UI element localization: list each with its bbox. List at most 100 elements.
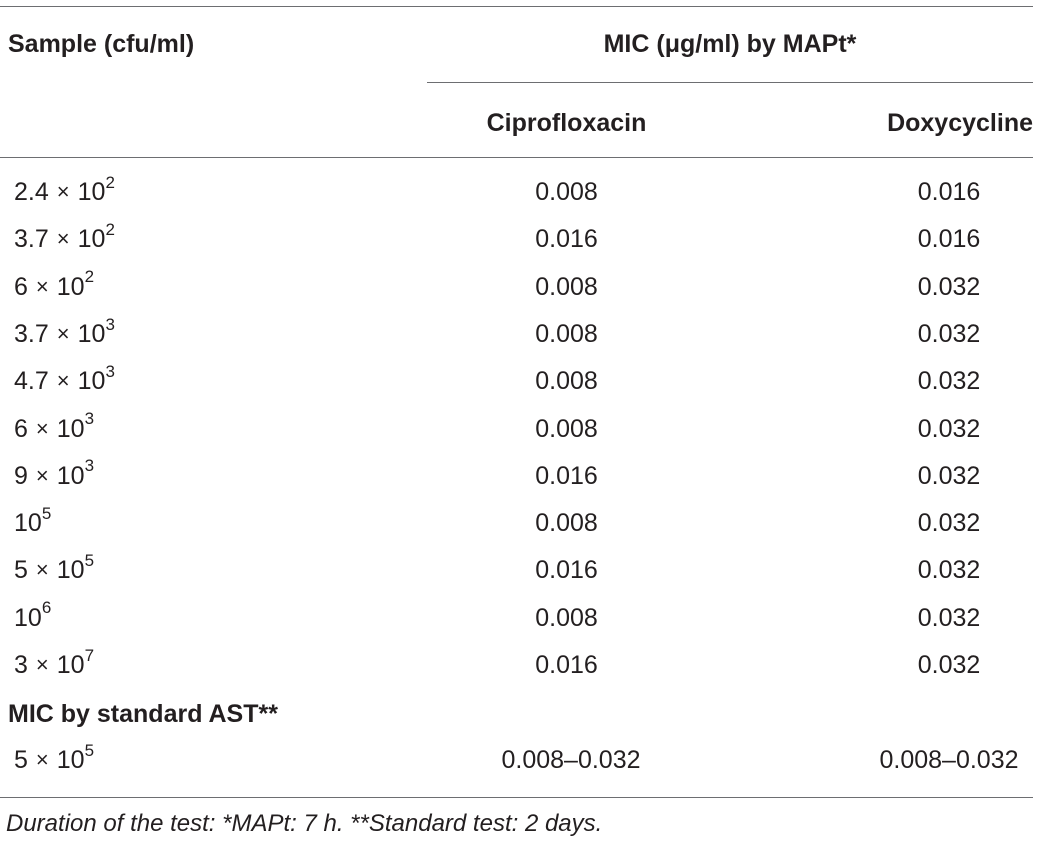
doxy-cell: 0.008–0.032 [879, 746, 1019, 774]
table-row: 105 0.008 0.032 [0, 505, 1039, 556]
times-sign: × [35, 652, 49, 677]
times-sign: × [35, 415, 49, 441]
sample-cell: 2.4 × 102 [14, 174, 115, 207]
times-sign: × [35, 273, 49, 299]
sample-mantissa: 6 [14, 272, 28, 301]
doxy-cell: 0.016 [917, 178, 981, 206]
sample-base: 10 [56, 651, 85, 679]
sample-mantissa: 5 [14, 746, 28, 774]
sample-exponent: 3 [105, 361, 115, 381]
table-row: 106 0.008 0.032 [0, 599, 1039, 651]
sample-exponent: 3 [105, 314, 115, 334]
sample-mantissa: 3.7 [14, 225, 49, 254]
cipro-cell: 0.008 [535, 178, 598, 206]
sample-base: 10 [77, 367, 106, 396]
times-sign: × [56, 320, 70, 346]
table-bottom-rule [0, 797, 1033, 798]
table-footnote: Duration of the test: *MAPt: 7 h. **Stan… [6, 810, 603, 837]
doxy-cell: 0.032 [917, 651, 981, 679]
doxy-cell: 0.032 [917, 556, 981, 585]
doxy-cell: 0.016 [917, 225, 981, 254]
cipro-cell: 0.008 [535, 414, 598, 443]
header-group-rule [427, 82, 1033, 83]
sample-base: 10 [56, 272, 85, 301]
table-row: 9 × 103 0.016 0.032 [0, 457, 1039, 509]
table-row: 6 × 103 0.008 0.032 [0, 410, 1039, 462]
sample-base: 10 [56, 414, 85, 443]
table-row: 2.4 × 102 0.008 0.016 [0, 174, 1039, 225]
header-ciprofloxacin: Ciprofloxacin [486, 109, 647, 137]
sample-base: 10 [77, 319, 106, 348]
sample-exponent: 7 [84, 645, 95, 665]
sample-base: 10 [14, 509, 42, 538]
sample-exponent: 5 [84, 551, 95, 571]
sample-cell: 9 × 103 [14, 457, 94, 491]
sample-mantissa: 4.7 [14, 367, 49, 396]
header-doxycycline: Doxycycline [887, 109, 1033, 137]
cipro-cell: 0.016 [535, 556, 598, 585]
sample-exponent: 5 [41, 503, 52, 523]
times-sign: × [35, 747, 49, 772]
sample-exponent: 3 [84, 456, 95, 476]
sample-base: 10 [56, 461, 85, 490]
sample-mantissa: 6 [14, 414, 28, 443]
table-row-standard: 5 × 105 0.008–0.032 0.008–0.032 [0, 742, 1039, 793]
sample-exponent: 3 [84, 409, 95, 429]
sample-cell: 4.7 × 103 [14, 363, 115, 396]
table-row: 5 × 105 0.016 0.032 [0, 552, 1039, 603]
cipro-cell: 0.008 [535, 272, 598, 301]
sample-mantissa: 5 [14, 556, 28, 585]
sample-cell: 3.7 × 103 [14, 316, 115, 349]
doxy-cell: 0.032 [917, 272, 981, 301]
doxy-cell: 0.032 [917, 367, 981, 396]
sample-cell: 6 × 103 [14, 410, 94, 444]
sample-cell: 106 [14, 599, 51, 633]
doxy-cell: 0.032 [917, 319, 981, 348]
sample-mantissa: 9 [14, 461, 28, 490]
sample-exponent: 6 [41, 598, 52, 618]
cipro-cell: 0.016 [535, 225, 598, 254]
doxy-cell: 0.032 [917, 509, 981, 538]
times-sign: × [56, 368, 70, 394]
doxy-cell: 0.032 [917, 603, 981, 632]
sample-base: 10 [56, 746, 85, 774]
sample-cell: 5 × 105 [14, 742, 94, 775]
times-sign: × [56, 179, 70, 204]
times-sign: × [35, 557, 49, 583]
sample-base: 10 [77, 178, 106, 206]
cipro-cell: 0.008 [535, 319, 598, 348]
times-sign: × [35, 462, 49, 488]
sample-cell: 3.7 × 102 [14, 221, 115, 254]
header-sample: Sample (cfu/ml) [8, 30, 195, 58]
doxy-cell: 0.032 [917, 414, 981, 443]
sample-cell: 3 × 107 [14, 647, 94, 680]
sample-base: 10 [77, 225, 106, 254]
times-sign: × [56, 226, 70, 252]
sample-exponent: 5 [84, 740, 95, 760]
cipro-cell: 0.016 [535, 651, 598, 679]
sample-mantissa: 3 [14, 651, 28, 679]
sample-base: 10 [56, 556, 85, 585]
cipro-cell: 0.008 [535, 367, 598, 396]
sample-cell: 105 [14, 505, 51, 538]
sample-mantissa: 2.4 [14, 178, 49, 206]
sample-cell: 6 × 102 [14, 268, 94, 302]
table-row: 3.7 × 103 0.008 0.032 [0, 316, 1039, 367]
table-top-rule [0, 6, 1033, 7]
cipro-cell: 0.008 [535, 603, 598, 632]
sample-exponent: 2 [105, 172, 115, 192]
sample-exponent: 2 [105, 219, 115, 239]
table-row: 4.7 × 103 0.008 0.032 [0, 363, 1039, 414]
sample-mantissa: 3.7 [14, 319, 49, 348]
sample-base: 10 [14, 603, 42, 632]
table-row: 3.7 × 102 0.016 0.016 [0, 221, 1039, 272]
standard-ast-heading: MIC by standard AST** [8, 700, 278, 728]
sample-cell: 5 × 105 [14, 552, 94, 585]
table-header-rule [0, 157, 1033, 158]
cipro-cell: 0.008 [535, 509, 598, 538]
table-row: 6 × 102 0.008 0.032 [0, 268, 1039, 320]
table-row: 3 × 107 0.016 0.032 [0, 647, 1039, 698]
header-mic-group: MIC (μg/ml) by MAPt* [603, 30, 857, 58]
sample-exponent: 2 [84, 267, 95, 287]
